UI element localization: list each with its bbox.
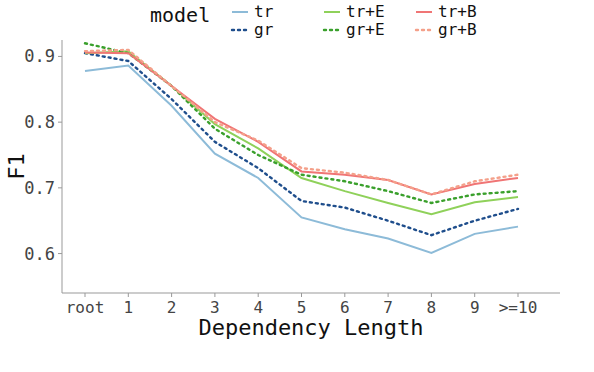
x-tick — [214, 293, 215, 297]
y-tick — [58, 253, 62, 254]
x-tick — [518, 293, 519, 297]
legend-key — [232, 29, 248, 31]
x-axis — [62, 293, 560, 294]
y-tick-label: 0.6 — [24, 244, 55, 264]
x-tick-label: 9 — [470, 298, 480, 317]
legend-key — [416, 11, 432, 13]
series-line — [85, 43, 518, 203]
x-tick — [344, 293, 345, 297]
y-axis-title: F1 — [4, 153, 29, 180]
x-tick — [258, 293, 259, 297]
x-tick — [301, 293, 302, 297]
y-tick — [58, 122, 62, 123]
y-tick-label: 0.8 — [24, 112, 55, 132]
x-tick — [85, 293, 86, 297]
legend-label: gr — [254, 20, 274, 39]
x-tick — [474, 293, 475, 297]
x-tick-label: 1 — [123, 298, 133, 317]
series-line — [85, 66, 518, 253]
series-line — [85, 52, 518, 194]
y-tick-label: 0.9 — [24, 46, 55, 66]
plot-lines — [85, 43, 518, 253]
x-axis-title: Dependency Length — [198, 315, 423, 340]
x-tick — [171, 293, 172, 297]
legend-label: tr+B — [438, 2, 477, 21]
x-tick-label: root — [66, 298, 105, 317]
x-tick — [388, 293, 389, 297]
legend-label: gr+B — [438, 20, 477, 39]
x-tick — [128, 293, 129, 297]
x-tick-label: >=10 — [499, 298, 538, 317]
legend-title: model — [150, 3, 210, 27]
legend-key — [324, 11, 340, 13]
x-tick — [431, 293, 432, 297]
series-line — [85, 50, 518, 195]
y-tick-label: 0.7 — [24, 178, 55, 198]
legend-label: tr — [254, 2, 274, 21]
y-axis — [62, 40, 63, 293]
x-tick-label: 8 — [427, 298, 437, 317]
legend-label: tr+E — [346, 2, 385, 21]
y-tick — [58, 56, 62, 57]
series-line — [85, 51, 518, 214]
legend-key — [324, 29, 340, 31]
legend-key — [232, 11, 248, 13]
chart: 0.60.70.80.9root123456789>=10Dependency … — [0, 0, 594, 372]
y-tick — [58, 187, 62, 188]
legend-key — [416, 29, 432, 31]
x-tick-label: 2 — [167, 298, 177, 317]
legend-label: gr+E — [346, 20, 385, 39]
